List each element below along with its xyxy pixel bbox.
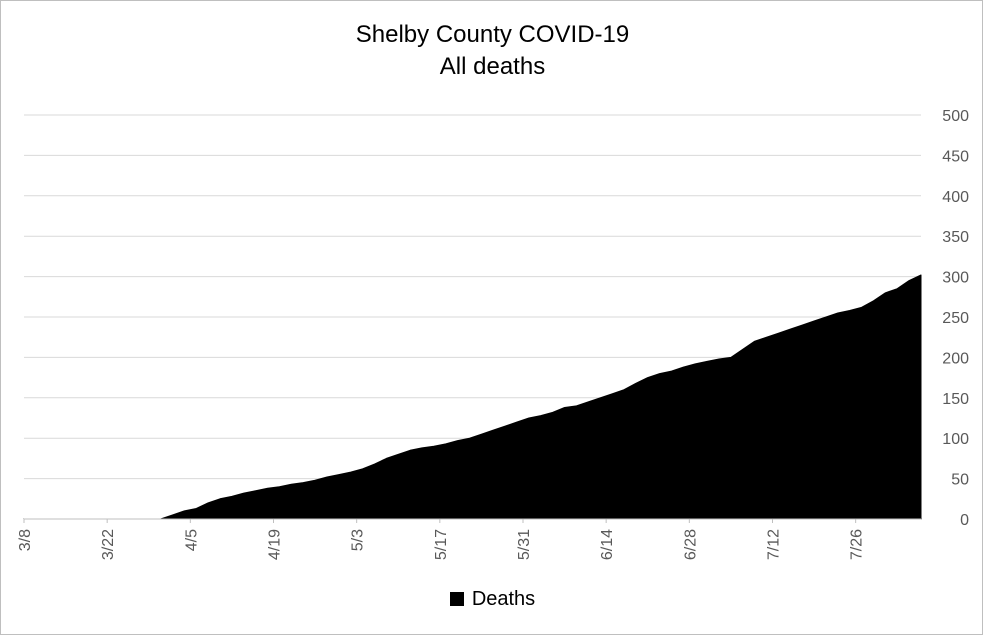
legend-label: Deaths [471, 588, 536, 610]
chart-title: Shelby County COVID-19 [355, 21, 630, 48]
x-tick-label: 7/12 [765, 529, 782, 560]
x-tick-label: 6/14 [599, 529, 616, 560]
chart-subtitle: All deaths [439, 53, 546, 80]
y-tick-label: 150 [942, 391, 969, 408]
y-tick-label: 100 [942, 431, 969, 448]
x-tick-label: 4/5 [183, 529, 200, 551]
series-area-group [23, 274, 922, 520]
x-axis-labels: 3/8 3/22 4/5 4/19 5/3 5/17 5/31 6/14 6/28 7/12 7/2… [17, 529, 866, 560]
x-tick-label: 3/22 [100, 529, 117, 560]
x-tick-label: 4/19 [266, 529, 283, 560]
x-tick-label: 5/17 [433, 529, 450, 560]
y-tick-label: 0 [960, 512, 969, 529]
legend: Deaths [1, 588, 983, 611]
x-tick-label: 3/8 [17, 529, 34, 551]
y-tick-label: 350 [942, 229, 969, 246]
y-axis-labels: 0 50 100 150 200 250 300 350 400 450 500 [942, 108, 969, 529]
x-tick-label: 7/26 [849, 529, 866, 560]
y-tick-label: 50 [951, 472, 969, 489]
y-tick-label: 200 [942, 350, 969, 367]
y-tick-label: 250 [942, 310, 969, 327]
x-axis [23, 518, 921, 523]
y-tick-label: 300 [942, 270, 969, 287]
x-tick-label: 5/3 [350, 529, 367, 551]
y-tick-label: 500 [942, 108, 969, 125]
x-tick-label: 6/28 [682, 529, 699, 560]
legend-swatch [449, 592, 464, 606]
series-deaths-area [23, 274, 922, 520]
y-tick-label: 400 [942, 189, 969, 206]
chart-title-block: Shelby County COVID-19 All deaths [1, 19, 983, 83]
x-tick-label: 5/31 [516, 529, 533, 560]
y-tick-label: 450 [942, 148, 969, 165]
